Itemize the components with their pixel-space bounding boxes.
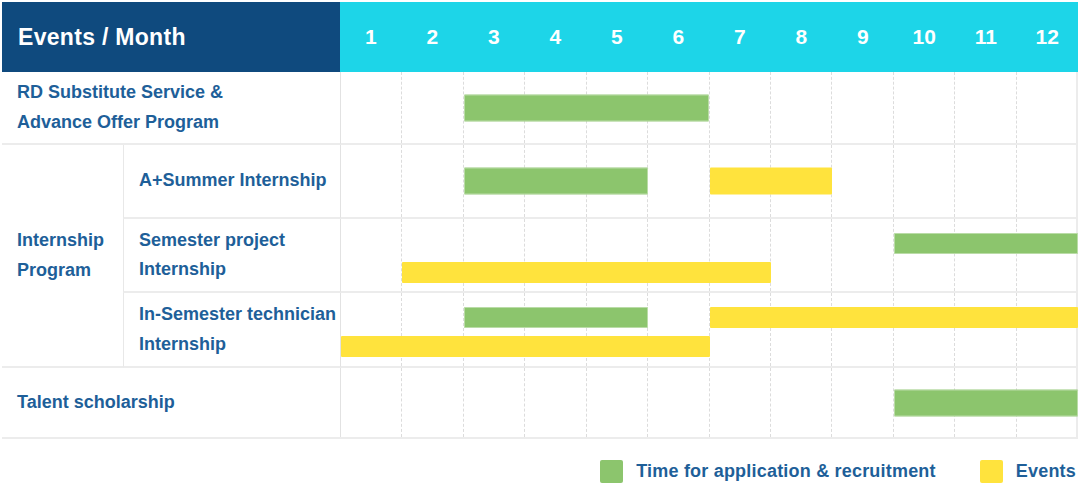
month-header-cell: 10 bbox=[894, 2, 956, 72]
bar-layer bbox=[341, 219, 1078, 291]
event-period-bar bbox=[341, 336, 710, 357]
application-period-bar bbox=[464, 307, 648, 328]
bar-layer bbox=[341, 293, 1078, 366]
chart-row-semester-project bbox=[340, 219, 1078, 293]
events-month-table: Events / Month 123456789101112 RD Substi… bbox=[2, 2, 1078, 439]
month-header-cell: 8 bbox=[771, 2, 833, 72]
month-header-cell: 5 bbox=[586, 2, 648, 72]
bar-layer bbox=[341, 368, 1078, 437]
chart-row-rd-substitute bbox=[340, 72, 1078, 145]
events-month-label: Events / Month bbox=[18, 24, 186, 51]
month-header-cell: 6 bbox=[648, 2, 710, 72]
legend-item-application: Time for application & recruitment bbox=[600, 460, 936, 483]
row-label-rd-substitute: RD Substitute Service & Advance Offer Pr… bbox=[2, 72, 340, 145]
legend: Time for application & recruitment Event… bbox=[2, 460, 1078, 483]
application-period-bar bbox=[894, 233, 1078, 254]
month-header-cell: 3 bbox=[463, 2, 525, 72]
event-period-bar bbox=[710, 168, 833, 195]
gantt-schedule: Events / Month 123456789101112 RD Substi… bbox=[2, 2, 1078, 483]
month-header-cell: 1 bbox=[340, 2, 402, 72]
application-period-bar bbox=[464, 168, 648, 195]
green-swatch-icon bbox=[600, 460, 623, 483]
month-header-cell: 2 bbox=[402, 2, 464, 72]
month-header-cell: 12 bbox=[1017, 2, 1079, 72]
legend-item-events: Events bbox=[980, 460, 1076, 483]
legend-label-application: Time for application & recruitment bbox=[636, 461, 936, 482]
month-header-cell: 9 bbox=[832, 2, 894, 72]
chart-row-a-plus-summer bbox=[340, 145, 1078, 219]
yellow-swatch-icon bbox=[980, 460, 1003, 483]
application-period-bar bbox=[894, 389, 1078, 416]
bar-layer bbox=[341, 145, 1078, 217]
bar-layer bbox=[341, 72, 1078, 143]
group-label-internship-program: Internship Program bbox=[2, 145, 123, 368]
month-header-cell: 4 bbox=[525, 2, 587, 72]
chart-row-in-semester-technician bbox=[340, 293, 1078, 368]
month-header-cell: 7 bbox=[709, 2, 771, 72]
table-header-events-month: Events / Month bbox=[2, 2, 340, 72]
month-header-row: 123456789101112 bbox=[340, 2, 1078, 72]
row-label-a-plus-summer: A+Summer Internship bbox=[123, 145, 340, 219]
event-period-bar bbox=[710, 307, 1079, 328]
legend-label-events: Events bbox=[1016, 461, 1076, 482]
chart-row-talent-scholarship bbox=[340, 368, 1078, 437]
row-label-in-semester-technician: In-Semester technician Internship bbox=[123, 293, 340, 368]
event-period-bar bbox=[402, 262, 771, 283]
row-label-talent-scholarship: Talent scholarship bbox=[2, 368, 340, 437]
row-label-semester-project: Semester project Internship bbox=[123, 219, 340, 293]
month-header-cell: 11 bbox=[955, 2, 1017, 72]
application-period-bar bbox=[464, 94, 710, 121]
